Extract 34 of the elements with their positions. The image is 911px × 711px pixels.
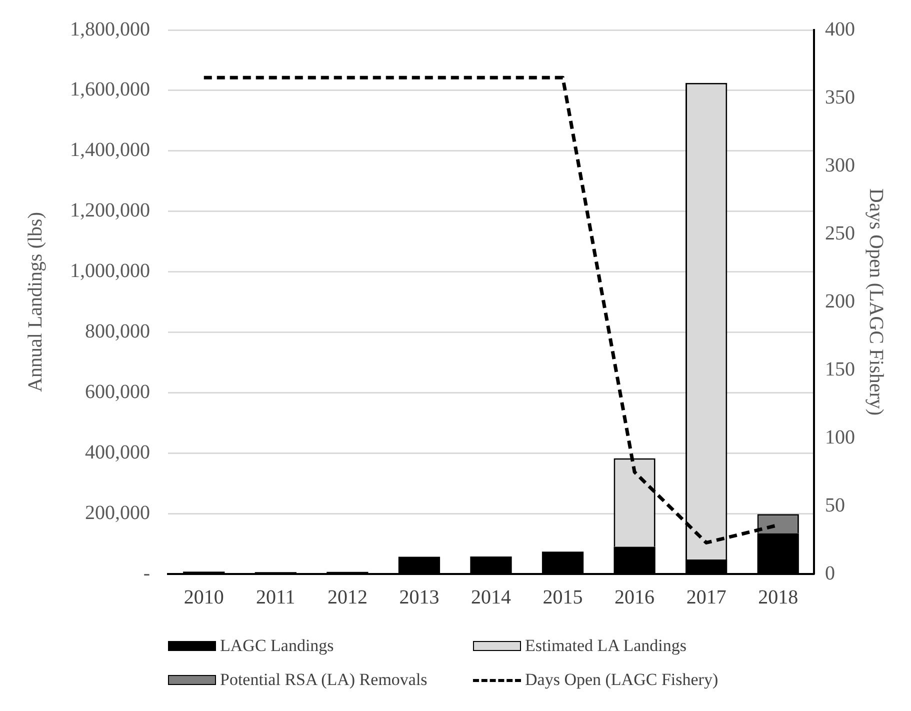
y2-tick-label: 0	[825, 562, 835, 584]
x-tick-label: 2017	[686, 586, 726, 608]
y-tick-label: -	[143, 562, 150, 584]
x-tick-label: 2010	[184, 586, 224, 608]
y2-tick-label: 300	[825, 154, 855, 176]
y-tick-label: 400,000	[85, 441, 150, 464]
y-tick-label: 1,200,000	[70, 200, 150, 222]
y-axis-title: Annual Landings (lbs)	[24, 212, 46, 392]
y-tick-label: 1,800,000	[70, 18, 150, 40]
x-tick-label: 2018	[758, 586, 798, 608]
y-tick-label: 1,600,000	[70, 78, 150, 101]
y-tick-label: 800,000	[85, 320, 150, 342]
y2-tick-label: 200	[825, 290, 855, 312]
y2-axis-title: Days Open (LAGC Fishery)	[864, 188, 887, 416]
y2-tick-label: 400	[825, 18, 855, 40]
y2-tick-label: 250	[825, 222, 855, 244]
y2-tick-label: 100	[825, 426, 855, 448]
y2-tick-label: 150	[825, 358, 855, 380]
y-tick-label: 600,000	[85, 380, 150, 403]
y2-tick-label: 50	[825, 494, 845, 516]
legend-label: Estimated LA Landings	[525, 636, 686, 656]
x-tick-label: 2016	[614, 586, 655, 608]
y-tick-label: 1,000,000	[70, 260, 150, 282]
legend-label: LAGC Landings	[220, 636, 334, 656]
legend-label: Days Open (LAGC Fishery)	[525, 670, 718, 690]
y-tick-label: 1,400,000	[70, 139, 150, 162]
x-tick-label: 2011	[256, 586, 296, 608]
x-tick-label: 2015	[542, 586, 583, 608]
x-tick-label: 2014	[471, 586, 511, 608]
x-tick-label: 2013	[399, 586, 440, 608]
x-tick-label: 2012	[327, 586, 368, 608]
y-tick-label: 200,000	[85, 502, 150, 524]
y2-tick-label: 350	[825, 86, 855, 108]
legend-label: Potential RSA (LA) Removals	[220, 670, 428, 690]
